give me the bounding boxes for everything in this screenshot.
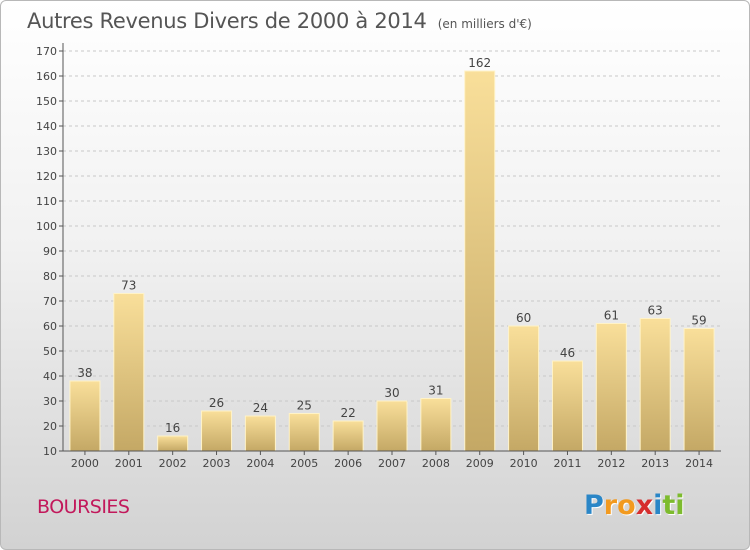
bar-2007[interactable] bbox=[376, 400, 408, 452]
value-label-2012: 61 bbox=[604, 309, 619, 323]
bars: 38 73 16 26 24 25 22 30 31 162 60 46 61 63 59 bbox=[69, 56, 715, 452]
value-label-2001: 73 bbox=[121, 279, 136, 293]
x-tick-label-2004: 2004 bbox=[246, 457, 274, 470]
chart-title: Autres Revenus Divers de 2000 à 2014 bbox=[27, 9, 427, 33]
x-tick-label-2007: 2007 bbox=[378, 457, 406, 470]
y-tick-label: 90 bbox=[43, 245, 57, 258]
x-tick-label-2000: 2000 bbox=[71, 457, 99, 470]
y-tick-label: 60 bbox=[43, 320, 57, 333]
logo-letter: o bbox=[617, 490, 636, 521]
bar-2001[interactable] bbox=[113, 293, 145, 452]
bar-2005[interactable] bbox=[288, 413, 320, 452]
chart-unit: (en milliers d'€) bbox=[437, 17, 532, 31]
title-block: Autres Revenus Divers de 2000 à 2014 (en… bbox=[27, 9, 532, 33]
bar-2006[interactable] bbox=[332, 420, 364, 452]
proxiti-logo[interactable]: Proxiti bbox=[584, 490, 685, 521]
x-tick-label-2012: 2012 bbox=[597, 457, 625, 470]
logo-letter: P bbox=[584, 490, 604, 521]
y-tick-label: 50 bbox=[43, 345, 57, 358]
x-tick-label-2003: 2003 bbox=[203, 457, 231, 470]
value-label-2002: 16 bbox=[165, 421, 180, 435]
x-tick-label-2009: 2009 bbox=[466, 457, 494, 470]
location-name: BOURSIES bbox=[37, 496, 130, 518]
y-tick-label: 40 bbox=[43, 370, 57, 383]
value-label-2007: 30 bbox=[384, 386, 399, 400]
bar-2004[interactable] bbox=[244, 415, 276, 452]
axes: 10 20 30 40 50 60 70 80 90 100 110 120 130 140 150 160 1… bbox=[36, 43, 721, 470]
y-tick-label: 70 bbox=[43, 295, 57, 308]
bar-2013[interactable] bbox=[639, 318, 671, 452]
logo-letter: i bbox=[653, 490, 663, 521]
y-tick-label: 130 bbox=[36, 145, 57, 158]
y-tick-label: 170 bbox=[36, 45, 57, 58]
y-tick-label: 110 bbox=[36, 195, 57, 208]
y-tick-label: 160 bbox=[36, 70, 57, 83]
bar-2008[interactable] bbox=[420, 398, 452, 452]
x-tick-label-2001: 2001 bbox=[115, 457, 143, 470]
bar-2000[interactable] bbox=[69, 380, 101, 452]
bar-2002[interactable] bbox=[157, 435, 189, 452]
bar-2003[interactable] bbox=[201, 410, 233, 452]
logo-letter: t bbox=[662, 490, 676, 521]
value-label-2013: 63 bbox=[648, 304, 663, 318]
x-tick-label-2002: 2002 bbox=[159, 457, 187, 470]
x-tick-label-2006: 2006 bbox=[334, 457, 362, 470]
value-label-2005: 25 bbox=[297, 399, 312, 413]
x-tick-label-2005: 2005 bbox=[290, 457, 318, 470]
value-label-2014: 59 bbox=[691, 314, 706, 328]
value-label-2000: 38 bbox=[77, 366, 92, 380]
x-tick-label-2010: 2010 bbox=[510, 457, 538, 470]
y-tick-label: 20 bbox=[43, 420, 57, 433]
bar-2014[interactable] bbox=[683, 328, 715, 452]
value-label-2011: 46 bbox=[560, 346, 575, 360]
y-tick-label: 80 bbox=[43, 270, 57, 283]
y-tick-label: 30 bbox=[43, 395, 57, 408]
logo-letter: x bbox=[635, 490, 654, 521]
x-tick-label-2008: 2008 bbox=[422, 457, 450, 470]
logo-letter: i bbox=[675, 490, 685, 521]
value-label-2003: 26 bbox=[209, 396, 224, 410]
y-tick-label: 100 bbox=[36, 220, 57, 233]
bar-2010[interactable] bbox=[508, 325, 540, 452]
bar-2009[interactable] bbox=[464, 70, 496, 452]
value-label-2008: 31 bbox=[428, 384, 443, 398]
logo-letter: r bbox=[603, 490, 618, 521]
value-label-2004: 24 bbox=[253, 401, 268, 415]
y-tick-label: 120 bbox=[36, 170, 57, 183]
value-label-2006: 22 bbox=[340, 406, 355, 420]
x-tick-label-2013: 2013 bbox=[641, 457, 669, 470]
y-tick-label: 140 bbox=[36, 120, 57, 133]
x-tick-label-2011: 2011 bbox=[553, 457, 581, 470]
bar-2011[interactable] bbox=[551, 360, 583, 452]
y-tick-label: 150 bbox=[36, 95, 57, 108]
x-tick-label-2014: 2014 bbox=[685, 457, 713, 470]
value-label-2010: 60 bbox=[516, 311, 531, 325]
value-label-2009: 162 bbox=[468, 56, 491, 70]
y-tick-label: 10 bbox=[43, 445, 57, 458]
bar-2012[interactable] bbox=[595, 323, 627, 452]
